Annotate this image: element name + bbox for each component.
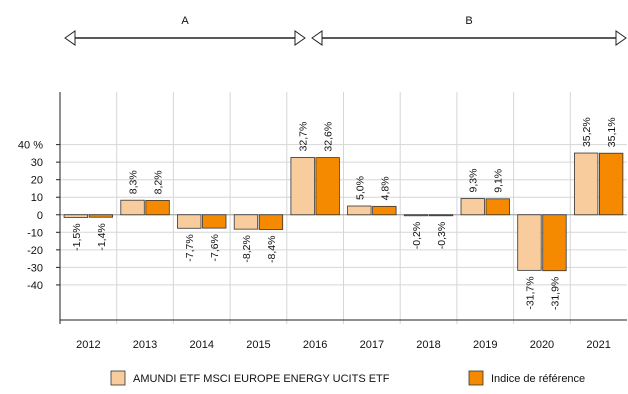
fund-value-label-2017: 5,0%	[354, 176, 366, 200]
fund-bar-2017	[347, 205, 372, 216]
index-value-label-2017: 4,8%	[379, 176, 391, 200]
fund-value-label-2018: -0,2%	[411, 222, 423, 249]
y-tick-label: -30	[27, 262, 43, 274]
index-value-label-2021: 35,1%	[606, 117, 618, 147]
period-arrow-right-icon-b	[615, 30, 627, 46]
x-tick-label-2016: 2016	[303, 339, 327, 351]
index-bar-2021	[599, 152, 624, 216]
y-tick-label: 40 %	[18, 140, 43, 152]
y-tick-label: 0	[37, 210, 43, 222]
fund-bar-2021	[574, 152, 599, 216]
index-value-label-2012: -1,4%	[96, 223, 108, 250]
x-tick-label-2018: 2018	[416, 339, 440, 351]
index-bar-2019	[485, 198, 510, 216]
x-tick-label-2021: 2021	[586, 339, 610, 351]
fund-bar-2018	[403, 214, 429, 217]
x-tick-label-2019: 2019	[473, 339, 497, 351]
fund-bar-2019	[460, 198, 485, 216]
fund-bar-2016	[290, 157, 315, 216]
x-tick-label-2012: 2012	[76, 339, 100, 351]
index-value-label-2015: -8,4%	[266, 236, 278, 263]
fund-bar-2014	[177, 214, 202, 229]
bars-layer	[63, 152, 624, 272]
index-bar-2017	[372, 205, 397, 216]
index-value-label-2014: -7,6%	[209, 234, 221, 261]
period-arrow-left-icon-a	[64, 30, 76, 46]
index-bar-2016	[315, 157, 340, 216]
y-tick-label: -40	[27, 280, 43, 292]
period-arrow-left-icon-b	[311, 30, 323, 46]
period-arrow-right-icon-a	[294, 30, 306, 46]
index-bar-2012	[88, 214, 113, 218]
legend-fund-swatch	[110, 370, 126, 386]
index-bar-2018	[428, 214, 454, 217]
index-bar-2015	[258, 214, 284, 230]
y-tick-label: 10	[31, 192, 43, 204]
fund-bar-2012	[63, 214, 88, 218]
fund-value-label-2021: 35,2%	[581, 117, 593, 147]
x-tick-label-2013: 2013	[133, 339, 157, 351]
y-tick-label: -20	[27, 245, 43, 257]
index-value-label-2019: 9,1%	[493, 169, 505, 193]
fund-bar-2020	[517, 214, 542, 271]
y-tick-label: 20	[31, 175, 43, 187]
legend-index-label: Indice de référence	[491, 373, 585, 385]
index-value-label-2016: 32,6%	[323, 122, 335, 152]
x-tick-label-2015: 2015	[246, 339, 270, 351]
fund-value-label-2020: -31,7%	[524, 276, 536, 309]
fund-bar-2013	[120, 199, 145, 216]
axes: 40 % 30 20 10 0 -10 -20 -30 -40 2012 2013 2014 2015 2…	[18, 92, 627, 351]
index-value-label-2013: 8,2%	[153, 170, 165, 194]
x-tick-label-2017: 2017	[360, 339, 384, 351]
fund-value-label-2012: -1,5%	[71, 223, 83, 250]
index-value-label-2018: -0,3%	[436, 222, 448, 249]
fund-bar-2015	[233, 214, 259, 230]
x-tick-label-2020: 2020	[530, 339, 554, 351]
legend-index-swatch	[468, 370, 484, 386]
y-tick-label: -10	[27, 227, 43, 239]
legend: AMUNDI ETF MSCI EUROPE ENERGY UCITS ETF I…	[110, 370, 585, 386]
index-bar-2014	[202, 214, 227, 229]
fund-value-label-2015: -8,2%	[241, 235, 253, 262]
y-tick-label: 30	[31, 157, 43, 169]
fund-value-label-2014: -7,7%	[184, 234, 196, 261]
fund-value-label-2013: 8,3%	[128, 170, 140, 194]
index-value-label-2020: -31,9%	[549, 277, 561, 310]
index-bar-2020	[542, 214, 567, 272]
grid-lines	[60, 92, 627, 324]
period-label-b: B	[465, 15, 472, 27]
legend-fund-label: AMUNDI ETF MSCI EUROPE ENERGY UCITS ETF	[133, 373, 390, 385]
fund-value-label-2019: 9,3%	[468, 169, 480, 193]
x-tick-label-2014: 2014	[190, 339, 214, 351]
fund-value-label-2016: 32,7%	[298, 122, 310, 152]
period-label-a: A	[181, 15, 189, 27]
index-bar-2013	[145, 199, 170, 216]
data-labels: -1,5% -1,4% 8,3% 8,2% -7,7% -7,6% -8,2% -8,4% 32…	[71, 117, 618, 310]
